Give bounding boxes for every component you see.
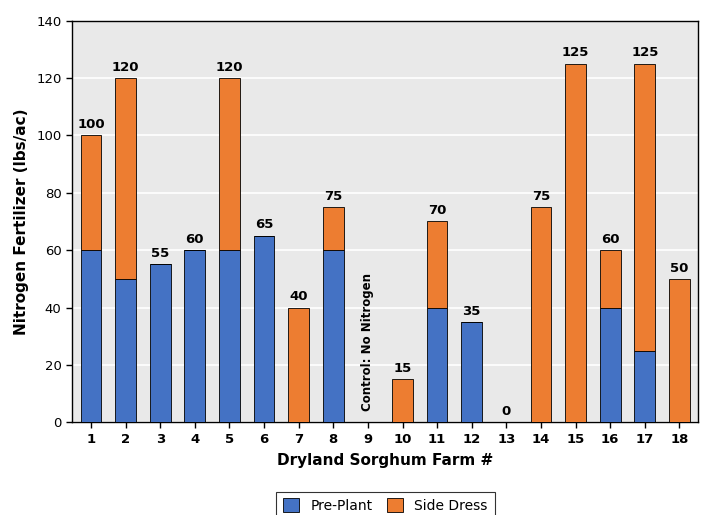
Bar xyxy=(115,78,136,279)
Text: 120: 120 xyxy=(112,61,140,74)
Bar xyxy=(253,236,274,422)
Y-axis label: Nitrogen Fertilizer (lbs/ac): Nitrogen Fertilizer (lbs/ac) xyxy=(14,108,30,335)
Text: 125: 125 xyxy=(631,46,659,59)
Bar xyxy=(462,322,482,422)
Bar xyxy=(288,307,309,422)
Text: 15: 15 xyxy=(393,362,412,375)
Bar xyxy=(323,250,343,422)
Text: 70: 70 xyxy=(428,204,446,217)
Text: 65: 65 xyxy=(255,218,274,232)
Text: 100: 100 xyxy=(77,118,105,131)
Text: 60: 60 xyxy=(186,233,204,246)
Bar xyxy=(323,207,343,250)
Bar xyxy=(427,221,448,307)
Bar xyxy=(115,279,136,422)
X-axis label: Dryland Sorghum Farm #: Dryland Sorghum Farm # xyxy=(277,453,493,468)
Text: 120: 120 xyxy=(216,61,243,74)
Text: 125: 125 xyxy=(562,46,589,59)
Text: 0: 0 xyxy=(502,405,511,418)
Bar xyxy=(600,250,621,307)
Bar xyxy=(634,64,655,351)
Text: 50: 50 xyxy=(670,262,688,274)
Bar xyxy=(634,351,655,422)
Text: Control: No Nitrogen: Control: No Nitrogen xyxy=(361,273,374,411)
Bar xyxy=(600,307,621,422)
Text: 60: 60 xyxy=(601,233,619,246)
Bar xyxy=(219,250,240,422)
Bar xyxy=(669,279,690,422)
Bar xyxy=(81,135,102,250)
Text: 35: 35 xyxy=(462,304,481,318)
Text: 75: 75 xyxy=(324,190,343,203)
Text: 55: 55 xyxy=(151,247,169,260)
Bar xyxy=(565,64,586,422)
Bar xyxy=(531,207,552,422)
Bar xyxy=(392,379,413,422)
Bar xyxy=(219,78,240,250)
Bar xyxy=(184,250,205,422)
Bar xyxy=(427,307,448,422)
Text: 75: 75 xyxy=(532,190,550,203)
Text: 40: 40 xyxy=(289,290,308,303)
Bar xyxy=(150,265,171,422)
Legend: Pre-Plant, Side Dress: Pre-Plant, Side Dress xyxy=(276,491,495,515)
Bar xyxy=(81,250,102,422)
